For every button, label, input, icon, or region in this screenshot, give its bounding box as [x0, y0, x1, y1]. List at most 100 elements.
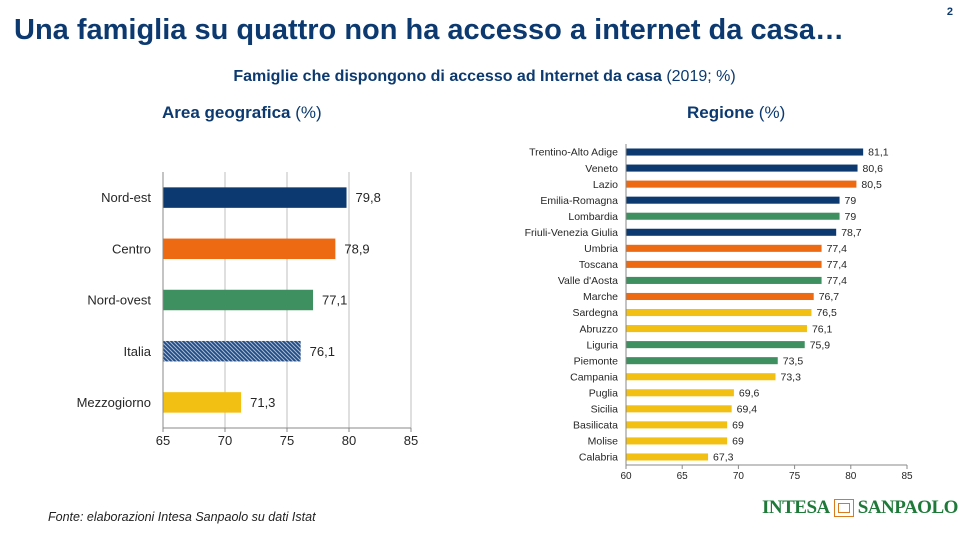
category-label: Nord-est	[101, 190, 151, 205]
value-label: 77,4	[827, 259, 848, 271]
bar-valle-d-aosta	[626, 276, 822, 284]
value-label: 79,8	[356, 190, 381, 205]
area-geografica-chart: Nord-est 79,8 Centro 78,9 Nord-ovest 77,1 Ital…	[77, 172, 418, 448]
logo-mark-icon	[833, 499, 854, 517]
bar-mezzogiorno	[163, 392, 242, 413]
category-label: Basilicata	[573, 420, 618, 432]
x-tick-label: 85	[404, 433, 418, 448]
bar-sardegna	[626, 308, 812, 317]
category-label: Nord-ovest	[87, 293, 151, 308]
logo-text-right: SANPAOLO	[857, 497, 959, 518]
value-label: 73,3	[780, 371, 801, 383]
value-label: 71,3	[250, 395, 275, 410]
x-tick-label: 80	[845, 471, 857, 482]
page-title: Una famiglia su quattro non ha accesso a…	[14, 14, 844, 46]
bar-puglia	[626, 389, 734, 397]
value-label: 75,9	[810, 339, 831, 351]
bar-calabria	[626, 453, 709, 461]
logo-text-left: INTESA	[762, 497, 830, 518]
category-label: Calabria	[579, 452, 618, 464]
bar-lombardia	[626, 212, 840, 220]
intesa-sanpaolo-logo: INTESA SANPAOLO	[762, 496, 958, 520]
value-label: 76,1	[310, 344, 335, 359]
value-label: 69,6	[739, 387, 760, 399]
left-heading-unit: (%)	[290, 103, 322, 122]
bar-basilicata	[626, 421, 728, 429]
category-label: Liguria	[586, 339, 618, 351]
value-label: 79	[845, 195, 857, 207]
bar-veneto	[626, 164, 858, 172]
value-label: 69	[732, 436, 744, 448]
category-label: Veneto	[585, 163, 618, 175]
bar-sicilia	[626, 405, 732, 413]
bar-trentino-alto-adige	[626, 148, 864, 156]
subtitle-unit: (2019; %)	[661, 68, 736, 85]
category-label: Puglia	[589, 387, 618, 399]
subtitle-bold: Famiglie che dispongono di accesso ad In…	[233, 68, 662, 85]
bar-nord-est	[163, 187, 347, 208]
bar-nord-ovest	[163, 289, 314, 311]
value-label: 77,4	[827, 243, 848, 255]
value-label: 67,3	[713, 452, 734, 464]
bar-molise	[626, 437, 728, 445]
category-label: Sardegna	[572, 307, 618, 319]
value-label: 77,4	[827, 275, 848, 287]
right-heading-unit: (%)	[754, 103, 786, 122]
value-label: 69,4	[737, 404, 758, 416]
category-label: Piemonte	[574, 355, 619, 367]
bar-umbria	[626, 244, 822, 252]
bar-toscana	[626, 260, 822, 268]
category-label: Umbria	[584, 243, 618, 255]
category-label: Campania	[570, 371, 618, 383]
value-label: 76,7	[819, 291, 840, 303]
category-label: Valle d'Aosta	[558, 275, 618, 287]
value-label: 78,9	[344, 241, 369, 256]
bar-marche	[626, 292, 814, 301]
x-tick-label: 70	[733, 471, 745, 482]
bar-centro	[163, 238, 336, 260]
value-label: 80,5	[861, 179, 882, 191]
category-label: Marche	[583, 291, 618, 303]
value-label: 78,7	[841, 227, 862, 239]
x-tick-label: 75	[280, 433, 294, 448]
x-tick-label: 75	[789, 471, 801, 482]
value-label: 80,6	[863, 163, 884, 175]
bar-piemonte	[626, 357, 778, 365]
value-label: 76,5	[816, 307, 837, 319]
left-chart-heading: Area geografica (%)	[162, 103, 322, 123]
right-heading-bold: Regione	[687, 103, 755, 122]
x-tick-label: 60	[620, 471, 632, 482]
value-label: 77,1	[322, 293, 347, 308]
x-tick-label: 85	[901, 471, 913, 482]
bar-liguria	[626, 341, 805, 349]
category-label: Mezzogiorno	[77, 395, 151, 410]
bar-emilia-romagna	[626, 196, 840, 204]
value-label: 81,1	[868, 147, 889, 159]
regione-chart: Trentino-Alto Adige 81,1 Veneto 80,6 Lazio 80…	[525, 144, 913, 482]
category-label: Emilia-Romagna	[540, 195, 618, 207]
category-label: Centro	[112, 241, 151, 256]
category-label: Sicilia	[591, 404, 619, 416]
bar-italia	[163, 340, 301, 362]
category-label: Toscana	[579, 259, 618, 271]
x-tick-label: 65	[677, 471, 689, 482]
bar-campania	[626, 373, 776, 381]
category-label: Friuli-Venezia Giulia	[525, 227, 619, 239]
category-label: Abruzzo	[579, 323, 618, 335]
x-tick-label: 65	[156, 433, 170, 448]
category-label: Molise	[588, 436, 619, 448]
right-chart-heading: Regione (%)	[687, 103, 785, 123]
chart-subtitle: Famiglie che dispongono di accesso ad In…	[0, 68, 969, 86]
page-number: 2	[946, 6, 953, 18]
x-tick-label: 80	[342, 433, 356, 448]
category-label: Trentino-Alto Adige	[529, 147, 618, 159]
value-label: 73,5	[783, 355, 804, 367]
left-heading-bold: Area geografica	[162, 103, 291, 122]
category-label: Lazio	[593, 179, 618, 191]
value-label: 79	[845, 211, 857, 223]
category-label: Italia	[124, 344, 152, 359]
bar-lazio	[626, 180, 857, 188]
value-label: 76,1	[812, 323, 833, 335]
x-tick-label: 70	[218, 433, 232, 448]
